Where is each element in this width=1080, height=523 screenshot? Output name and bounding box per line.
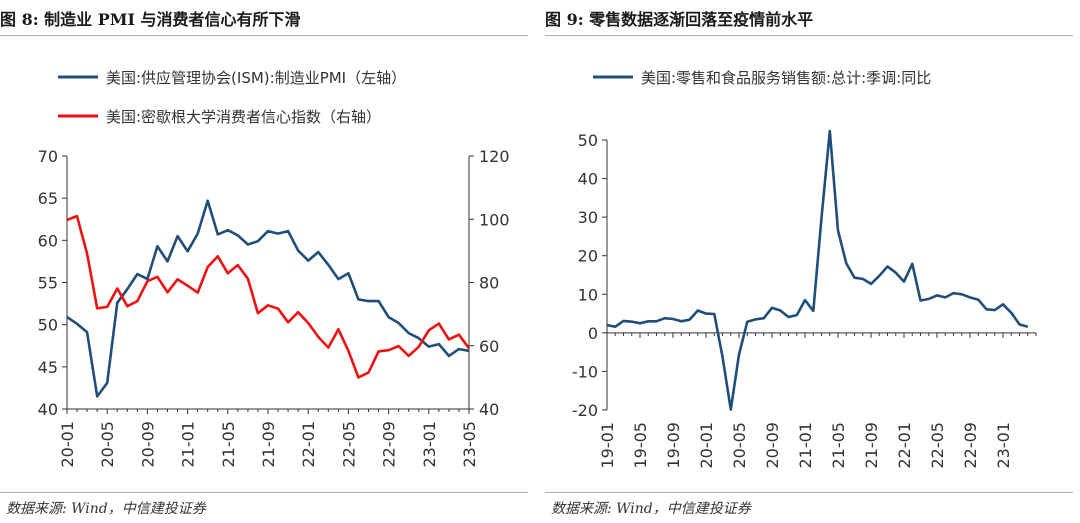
figure-8-chart: 美国:供应管理协会(ISM):制造业PMI（左轴） 美国:密歇根大学消费者信心指… bbox=[38, 69, 510, 468]
figure-9-source: 数据来源: Wind，中信建投证券 bbox=[551, 501, 751, 517]
y-right-tick-label: 120 bbox=[479, 147, 510, 166]
x-tick-label: 22-01 bbox=[299, 421, 318, 468]
x-tick-label: 21-09 bbox=[259, 421, 278, 468]
left-axes: 40 45 50 55 60 65 70 40 60 80 100 120 20-01 20-05 20-0… bbox=[38, 147, 510, 468]
figure-9-panel: 图 9: 零售数据逐渐回落至疫情前水平 美国:零售和食品服务销售额:总计:季调:… bbox=[545, 0, 1080, 523]
y-left-tick-label: 55 bbox=[38, 274, 58, 293]
left-legend: 美国:供应管理协会(ISM):制造业PMI（左轴） 美国:密歇根大学消费者信心指… bbox=[58, 69, 406, 126]
x-tick-label: 21-01 bbox=[179, 421, 198, 468]
y-right-tick-label: 40 bbox=[479, 400, 499, 419]
figure-9-bottom-rule bbox=[545, 492, 1073, 493]
y-left-tick-label: 50 bbox=[578, 131, 598, 150]
figure-8-title: 图 8: 制造业 PMI 与消费者信心有所下滑 bbox=[0, 10, 301, 29]
y-right-tick-label: 60 bbox=[479, 337, 499, 356]
y-left-tick-label: 30 bbox=[578, 208, 598, 227]
figure-9-title-rule bbox=[545, 35, 1073, 36]
right-lines bbox=[606, 129, 1029, 411]
right-axes: -20 -10 0 10 20 30 40 50 19-01 19-05 19-09 20-01 20-… bbox=[572, 131, 1037, 469]
legend-pmi-label: 美国:供应管理协会(ISM):制造业PMI（左轴） bbox=[106, 69, 406, 87]
y-left-tick-label: 0 bbox=[588, 324, 598, 343]
y-left-tick-label: 20 bbox=[578, 247, 598, 266]
legend-retail-label: 美国:零售和食品服务销售额:总计:季调:同比 bbox=[641, 69, 931, 87]
x-tick-label: 19-09 bbox=[664, 422, 683, 469]
y-left-tick-label: 60 bbox=[38, 231, 58, 250]
x-tick-label: 22-05 bbox=[339, 421, 358, 468]
x-tick-label: 20-05 bbox=[730, 422, 749, 469]
x-tick-label: 19-05 bbox=[631, 422, 650, 469]
y-left-tick-label: 50 bbox=[38, 316, 58, 335]
x-tick-label: 23-01 bbox=[994, 422, 1013, 469]
legend-sentiment-label: 美国:密歇根大学消费者信心指数（右轴） bbox=[106, 108, 381, 126]
y-right-tick-label: 80 bbox=[479, 274, 499, 293]
x-tick-label: 21-05 bbox=[829, 422, 848, 469]
x-tick-label: 21-09 bbox=[862, 422, 881, 469]
series-line-2 bbox=[66, 214, 471, 379]
x-tick-label: 21-01 bbox=[796, 422, 815, 469]
series-line-1 bbox=[606, 129, 1029, 411]
y-left-tick-label: 70 bbox=[38, 147, 58, 166]
x-tick-label: 20-01 bbox=[697, 422, 716, 469]
x-tick-label: 22-09 bbox=[961, 422, 980, 469]
figure-8-bottom-rule bbox=[0, 492, 528, 493]
x-tick-label: 23-01 bbox=[420, 421, 439, 468]
figure-9-title: 图 9: 零售数据逐渐回落至疫情前水平 bbox=[545, 10, 814, 29]
y-left-tick-label: 45 bbox=[38, 358, 58, 377]
right-legend: 美国:零售和食品服务销售额:总计:季调:同比 bbox=[593, 69, 931, 87]
x-tick-label: 19-01 bbox=[598, 422, 617, 469]
x-tick-label: 20-09 bbox=[763, 422, 782, 469]
y-left-tick-label: -10 bbox=[572, 362, 598, 381]
x-tick-label: 22-01 bbox=[895, 422, 914, 469]
x-tick-label: 22-05 bbox=[928, 422, 947, 469]
figure-8-source: 数据来源: Wind，中信建投证券 bbox=[6, 501, 206, 517]
left-lines bbox=[66, 199, 471, 398]
y-left-tick-label: -20 bbox=[572, 401, 598, 420]
y-left-tick-label: 65 bbox=[38, 189, 58, 208]
x-tick-label: 23-05 bbox=[460, 421, 479, 468]
y-left-tick-label: 40 bbox=[578, 170, 598, 189]
x-tick-label: 22-09 bbox=[380, 421, 399, 468]
y-left-tick-label: 10 bbox=[578, 285, 598, 304]
figure-8-title-rule bbox=[0, 35, 528, 36]
y-left-tick-label: 40 bbox=[38, 400, 58, 419]
x-tick-label: 20-05 bbox=[98, 421, 117, 468]
x-tick-label: 21-05 bbox=[219, 421, 238, 468]
figure-8-panel: 图 8: 制造业 PMI 与消费者信心有所下滑 美国:供应管理协会(ISM):制… bbox=[0, 0, 535, 523]
y-right-tick-label: 100 bbox=[479, 210, 510, 229]
series-line-1 bbox=[66, 199, 470, 398]
x-tick-label: 20-09 bbox=[138, 421, 157, 468]
figure-9-chart: 美国:零售和食品服务销售额:总计:季调:同比 -20 -10 0 10 20 30 40 50… bbox=[572, 69, 1037, 469]
x-tick-label: 20-01 bbox=[58, 421, 77, 468]
